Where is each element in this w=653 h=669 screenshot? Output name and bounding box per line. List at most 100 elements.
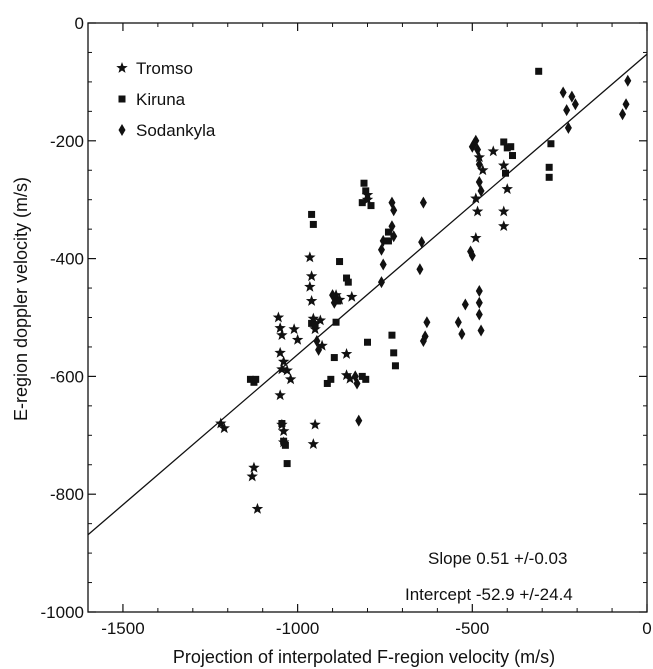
tromso-point [251, 502, 264, 514]
kiruna-point [545, 173, 553, 181]
kiruna-legend-label: Kiruna [136, 90, 186, 109]
tromso-point [288, 323, 300, 335]
sodankyla-point [390, 230, 398, 243]
x-axis-title: Projection of interpolated F-region velo… [173, 647, 555, 667]
tromso-point [218, 422, 230, 434]
sodankyla-point [477, 184, 485, 197]
tromso-point [470, 231, 482, 243]
kiruna-point [281, 441, 289, 449]
kiruna-point [309, 220, 317, 228]
kiruna-point [362, 375, 370, 383]
tromso-point [473, 151, 486, 163]
sodankyla-point [419, 196, 427, 209]
tromso-point [304, 251, 316, 263]
y-tick-label: -400 [50, 250, 84, 269]
kiruna-point [535, 67, 543, 75]
sodankyla-point [454, 316, 462, 329]
kiruna-point [344, 278, 352, 286]
tromso-point [471, 205, 484, 217]
fit-line [87, 53, 648, 536]
x-tick-label: -1500 [101, 619, 144, 638]
tromso-point [305, 295, 318, 306]
kiruna-point [391, 362, 399, 370]
sodankyla-point [353, 377, 361, 390]
sodankyla-point [571, 98, 579, 111]
sodankyla-point [390, 204, 398, 217]
legend: Tromso Kiruna Sodankyla [116, 59, 216, 140]
tromso-point [272, 311, 285, 323]
kiruna-point [360, 179, 368, 187]
sodankyla-point [468, 249, 476, 262]
kiruna-legend-marker [118, 95, 126, 103]
kiruna-point [323, 379, 331, 387]
sodankyla-point [330, 296, 338, 309]
y-tick-label: -600 [50, 367, 84, 386]
tromso-point [309, 323, 321, 335]
sodankyla-point [619, 108, 627, 121]
tromso-point [276, 329, 288, 341]
tromso-point [340, 348, 353, 359]
tromso-point [340, 369, 353, 381]
sodankyla-point [388, 220, 396, 233]
sodankyla-point [416, 263, 424, 276]
sodankyla-point [315, 343, 323, 356]
intercept-annotation: Intercept -52.9 +/-24.4 [405, 585, 573, 604]
tromso-point [498, 220, 510, 232]
tromso-point [274, 322, 286, 333]
sodankyla-point [421, 330, 429, 343]
x-tick-label: -500 [455, 619, 489, 638]
kiruna-point [332, 318, 340, 326]
sodankyla-point [568, 90, 576, 103]
kiruna-point [388, 331, 396, 339]
kiruna-point [384, 237, 392, 245]
sodankyla-point [477, 324, 485, 337]
kiruna-point [278, 420, 286, 428]
y-tick-label: -1000 [41, 603, 84, 622]
tromso-point [498, 159, 510, 171]
kiruna-point [547, 140, 555, 148]
kiruna-point [507, 143, 515, 151]
sodankyla-point [475, 158, 483, 171]
tromso-point [277, 355, 290, 367]
sodankyla-point [377, 276, 385, 289]
sodankyla-point [563, 104, 571, 117]
tromso-point [346, 290, 358, 302]
sodankyla-point [379, 258, 387, 271]
tromso-point [305, 270, 318, 282]
kiruna-point [336, 258, 344, 266]
tromso-point [304, 280, 316, 292]
sodankyla-point [475, 296, 483, 309]
sodankyla-point [564, 121, 572, 134]
sodankyla-point [461, 298, 469, 311]
plot-frame [87, 22, 648, 613]
slope-annotation: Slope 0.51 +/-0.03 [428, 549, 567, 568]
tromso-point [307, 312, 320, 324]
kiruna-point [508, 152, 516, 160]
y-tick-label: -200 [50, 132, 84, 151]
kiruna-point [384, 228, 392, 236]
sodankyla-point [467, 245, 475, 258]
sodankyla-point [475, 308, 483, 321]
tromso-point [361, 193, 374, 205]
sodankyla-point [474, 143, 482, 156]
tromso-point [274, 346, 286, 358]
kiruna-point [252, 375, 260, 383]
tromso-point [281, 364, 293, 376]
kiruna-point [334, 297, 342, 305]
sodankyla-point [418, 236, 426, 249]
tromso-point [344, 372, 356, 384]
sodankyla-point [458, 327, 466, 340]
kiruna-point [500, 138, 508, 146]
sodankyla-legend-label: Sodankyla [136, 121, 216, 140]
kiruna-point [343, 274, 351, 282]
kiruna-point [308, 210, 316, 218]
kiruna-point [283, 460, 291, 468]
x-tick-label: -1000 [276, 619, 319, 638]
sodankyla-point [624, 74, 632, 87]
sodankyla-legend-marker [118, 124, 126, 136]
tromso-point [316, 339, 328, 351]
kiruna-point [390, 349, 398, 357]
tromso-point [470, 192, 482, 204]
tromso-point [309, 418, 321, 430]
